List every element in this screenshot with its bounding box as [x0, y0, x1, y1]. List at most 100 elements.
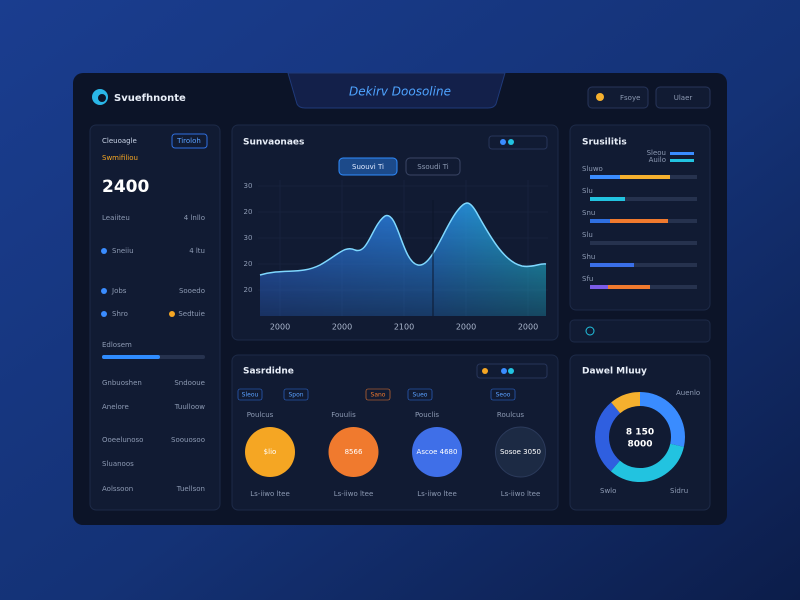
legend-dot: [500, 139, 506, 145]
tab: [407, 388, 433, 401]
big-value: 2400: [102, 177, 149, 197]
row-label: Gnbuoshen: [102, 379, 142, 387]
legend-label: Auilo: [649, 156, 666, 164]
bar-track: [590, 241, 697, 245]
row-label: Ooeelunoso: [102, 436, 143, 444]
row-value: Soouosoo: [171, 436, 205, 444]
row-label: Shu: [582, 253, 595, 261]
bar-segment: [608, 285, 650, 289]
legend-swatch: [670, 159, 694, 162]
row-value: 4 lnllo: [184, 214, 205, 222]
donut-panel: [569, 354, 711, 511]
bar-segment: [620, 175, 670, 179]
card-label: Pouclis: [415, 411, 439, 419]
chart-title: Sunvaonaes: [243, 138, 304, 148]
row-label: Slu: [582, 187, 593, 195]
card-circle: [328, 427, 379, 477]
tab-label: Sueo: [413, 392, 428, 399]
chart-tab[interactable]: [338, 157, 398, 176]
brand: Svuefhnonte: [114, 93, 186, 104]
x-label: 2000: [456, 323, 476, 332]
x-label: 2000: [332, 323, 352, 332]
x-label: 2000: [518, 323, 538, 332]
y-label: 20: [244, 286, 253, 294]
legend-dot: [508, 139, 514, 145]
bar-segment: [590, 285, 608, 289]
title: Dekirv Doosoline: [349, 85, 451, 99]
bar-track: [590, 197, 697, 201]
y-label: 20: [244, 208, 253, 216]
row-label: Sneiiu: [112, 247, 134, 255]
card-circle: [245, 427, 295, 477]
button[interactable]: [655, 86, 711, 109]
legend-dot: [501, 368, 507, 374]
row-label: Shro: [112, 310, 128, 318]
card-circle: [412, 427, 462, 477]
card-footer: Ls-iiwo ltee: [334, 490, 374, 498]
legend-swatch: [670, 152, 694, 155]
dot: [101, 288, 107, 294]
bar-segment: [590, 175, 620, 179]
tab: [283, 388, 309, 401]
row-value: Sedtuie: [178, 310, 205, 318]
mini-icon: [585, 326, 595, 336]
tab-label: Seoo: [496, 392, 511, 399]
row-value: Sndooue: [174, 379, 205, 387]
area-line: [259, 202, 547, 276]
donut-legend: Swlo: [600, 487, 616, 495]
donut-title: Dawel Mluuy: [582, 367, 647, 377]
donut-legend: Sidru: [670, 487, 688, 495]
card-value: $lio: [264, 448, 277, 456]
row-label: Sluwo: [582, 165, 603, 173]
legend-box: [488, 135, 548, 150]
card-label: Fouulis: [331, 411, 356, 419]
cards: Sleou Spon Sano Sueo Seoo Poulcus $lio Ls-iiwo …: [237, 388, 546, 498]
y-label: 30: [244, 182, 253, 190]
sidebar-rows: Leaiiteu 4 lnllo Sneiiu 4 ltu Jobs Sooedo Shro…: [102, 214, 205, 493]
donut-segment: [595, 392, 685, 482]
y-label: 20: [244, 260, 253, 268]
progress-fill: [102, 355, 160, 359]
row-value: Tuellson: [176, 485, 205, 493]
card-value: Ascoe 4680: [417, 448, 458, 456]
card-label: Roulcus: [497, 411, 524, 419]
card-footer: Ls-iiwo ltee: [501, 490, 541, 498]
tab-label: Sano: [371, 392, 386, 399]
sidebar-title: Cleuoagle: [102, 137, 137, 145]
caption: Swmifiliou: [102, 154, 138, 162]
row-value: Sooedo: [179, 287, 205, 295]
chart-tab-label: Suouvi Ti: [352, 163, 384, 171]
area-fill: [260, 203, 546, 316]
donut-segment: [595, 392, 685, 482]
logo-inner: [98, 94, 106, 102]
row-label: Edlosem: [102, 341, 132, 349]
row-label: Aolssoon: [102, 485, 133, 493]
sidebar-button[interactable]: [171, 133, 208, 149]
tab-label: Spon: [288, 392, 303, 399]
donut-center: 8 150: [626, 428, 654, 438]
sidebar-button-label: Tiroloh: [176, 137, 201, 145]
donut-segment: [595, 392, 685, 482]
chart-tab[interactable]: [405, 157, 461, 176]
card-footer: Ls-iiwo ltee: [250, 490, 290, 498]
bar-segment: [590, 263, 634, 267]
legend-dot: [508, 368, 514, 374]
dot: [101, 311, 107, 317]
card-footer: Ls-iiwo ltee: [417, 490, 457, 498]
card-value: 8566: [345, 448, 363, 456]
y-label: 30: [244, 234, 253, 242]
dot: [169, 311, 175, 317]
bar-segment: [590, 219, 610, 223]
card-label: Poulcus: [247, 411, 274, 419]
donut-center: 8000: [627, 440, 652, 450]
bar-segment: [610, 219, 668, 223]
cards-title: Sasrdidne: [243, 367, 294, 377]
button[interactable]: [587, 86, 649, 109]
donut: [595, 392, 685, 482]
legend-box: [476, 363, 548, 379]
button-label: Fsoye: [620, 94, 640, 102]
x-label: 2100: [394, 323, 414, 332]
row-label: Anelore: [102, 403, 129, 411]
